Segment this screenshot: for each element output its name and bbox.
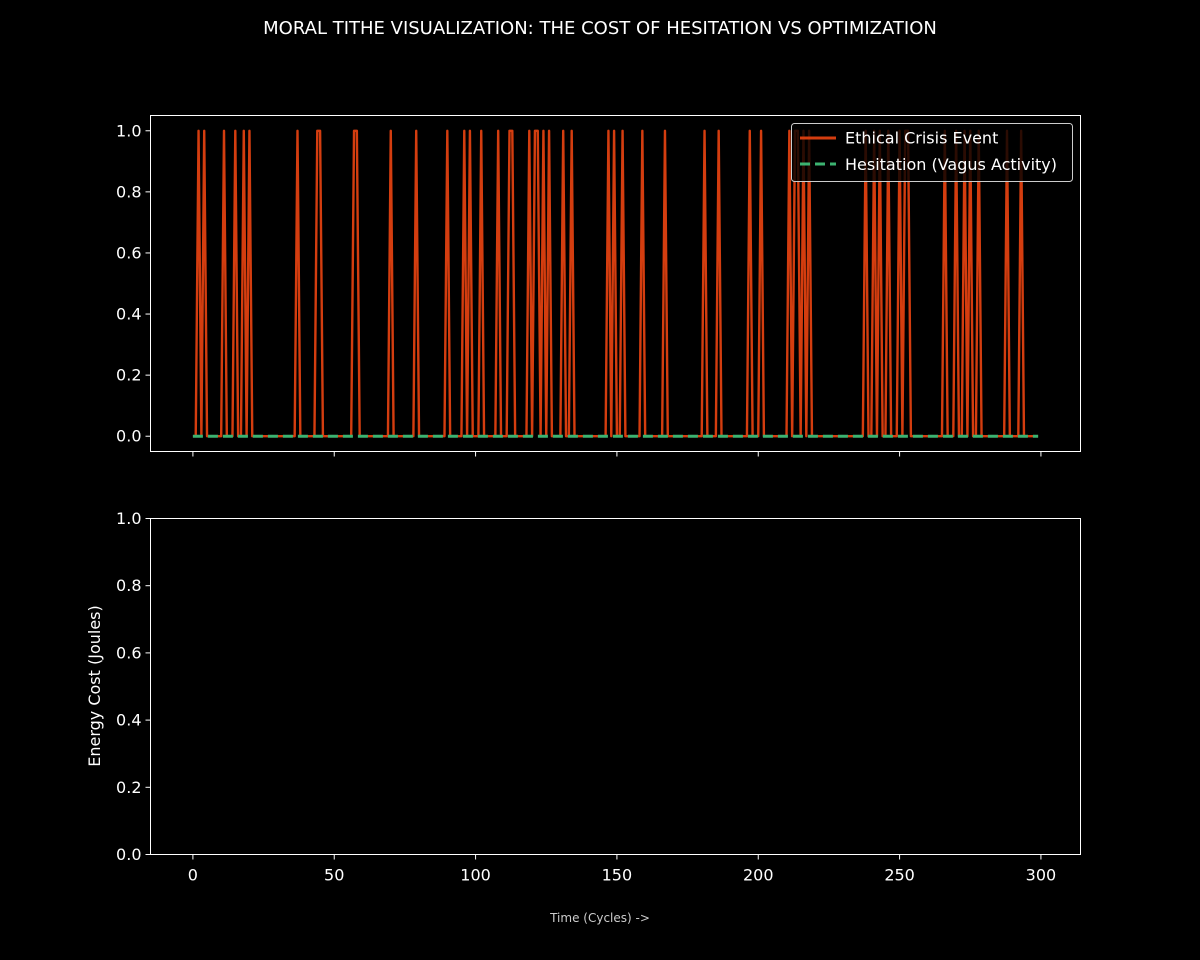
y-tick-label: 1.0 <box>116 509 141 528</box>
x-tick-label: 150 <box>602 866 633 885</box>
legend-label-hesitation: Hesitation (Vagus Activity) <box>845 155 1057 174</box>
y-tick-label: 0.0 <box>116 427 141 446</box>
y-tick-label: 0.4 <box>116 305 141 324</box>
bottom-axes: 0.0 0.2 0.4 0.6 0.8 1.0 0 50 100 150 200 250 300 En… <box>85 509 1081 885</box>
top-axes: 0.0 0.2 0.4 0.6 0.8 1.0 Ethical Crisis Event … <box>116 115 1081 457</box>
x-tick-label: 50 <box>324 866 344 885</box>
legend: Ethical Crisis Event Hesitation (Vagus A… <box>791 123 1073 182</box>
x-tick-label: 300 <box>1026 866 1057 885</box>
x-tick-label: 250 <box>884 866 915 885</box>
bottom-y-axis-label: Energy Cost (Joules) <box>85 605 104 767</box>
bottom-y-ticks: 0.0 0.2 0.4 0.6 0.8 1.0 <box>116 509 151 864</box>
legend-box <box>791 123 1073 182</box>
y-tick-label: 0.0 <box>116 845 141 864</box>
bottom-x-ticks: 0 50 100 150 200 250 300 <box>188 854 1057 885</box>
y-tick-label: 0.2 <box>116 366 141 385</box>
top-y-ticks: 0.0 0.2 0.4 0.6 0.8 1.0 <box>116 121 151 446</box>
x-axis-label: Time (Cycles) -> <box>549 911 650 925</box>
bottom-axes-frame <box>150 518 1081 855</box>
figure-title: MORAL TITHE VISUALIZATION: THE COST OF H… <box>263 18 937 39</box>
y-tick-label: 0.8 <box>116 182 141 201</box>
y-tick-label: 0.6 <box>116 243 141 262</box>
x-tick-label: 200 <box>743 866 774 885</box>
x-tick-label: 0 <box>188 866 198 885</box>
y-tick-label: 1.0 <box>116 121 141 140</box>
top-plot-lines <box>192 129 1039 438</box>
y-tick-label: 0.2 <box>116 778 141 797</box>
y-tick-label: 0.8 <box>116 576 141 595</box>
top-x-ticks <box>192 451 1042 457</box>
y-tick-label: 0.4 <box>116 711 141 730</box>
y-tick-label: 0.6 <box>116 643 141 662</box>
legend-label-crisis: Ethical Crisis Event <box>845 129 998 148</box>
x-tick-label: 100 <box>460 866 491 885</box>
